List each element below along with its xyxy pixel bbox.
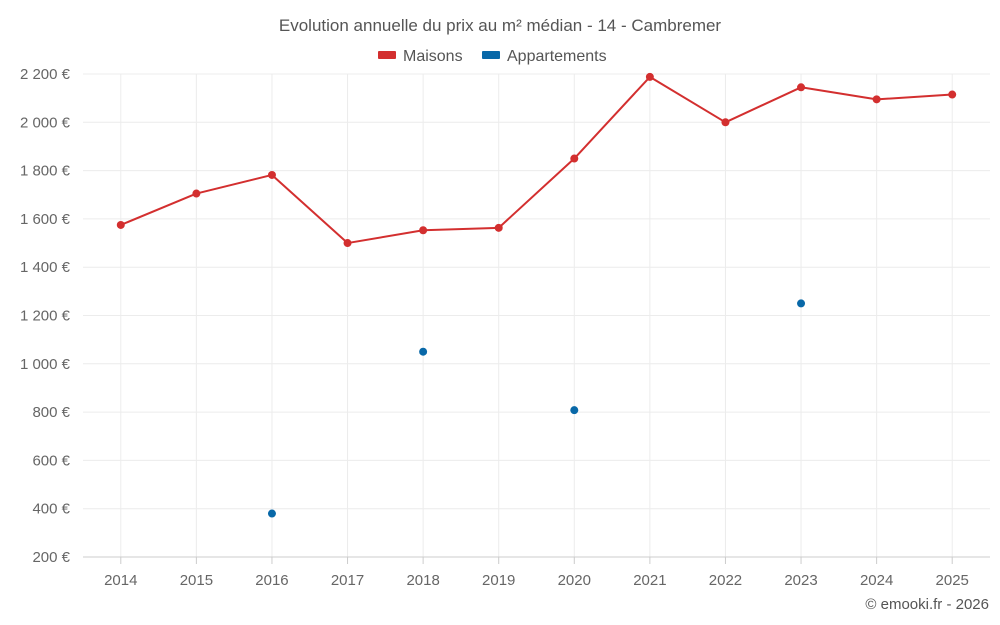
x-tick-label: 2025 <box>936 572 969 589</box>
legend-swatch-maisons <box>378 51 396 59</box>
y-axis: 200 € 400 € 600 € 800 € 1 000 € 1 200 € 1 400 … <box>20 66 71 566</box>
data-point-maisons[interactable] <box>494 223 503 232</box>
data-point-appartements[interactable] <box>419 347 428 356</box>
y-tick-label: 400 € <box>32 501 70 518</box>
legend-item-appartements[interactable]: Appartements <box>482 48 607 65</box>
data-point-maisons[interactable] <box>267 170 276 179</box>
data-point-maisons[interactable] <box>721 118 730 127</box>
x-tick-label: 2018 <box>406 572 439 589</box>
data-point-maisons[interactable] <box>343 239 352 248</box>
data-point-appartements[interactable] <box>570 406 579 415</box>
legend-item-maisons[interactable]: Maisons <box>378 48 463 65</box>
x-tick-label: 2014 <box>104 572 137 589</box>
chart-title: Evolution annuelle du prix au m² médian … <box>279 16 722 35</box>
series-layer <box>116 72 957 518</box>
data-point-maisons[interactable] <box>645 72 654 81</box>
data-point-maisons[interactable] <box>948 90 957 99</box>
data-point-maisons[interactable] <box>797 83 806 92</box>
y-tick-label: 600 € <box>32 452 70 469</box>
legend-label-appartements: Appartements <box>507 48 607 65</box>
x-tick-label: 2017 <box>331 572 364 589</box>
data-point-maisons[interactable] <box>116 220 125 229</box>
x-tick-label: 2016 <box>255 572 288 589</box>
y-tick-label: 2 000 € <box>20 114 71 131</box>
credit-text: © emooki.fr - 2026 <box>865 596 989 613</box>
y-tick-label: 2 200 € <box>20 66 71 83</box>
y-tick-label: 1 000 € <box>20 356 71 373</box>
gridlines <box>83 73 990 557</box>
data-point-appartements[interactable] <box>797 299 806 308</box>
x-tick-label: 2024 <box>860 572 893 589</box>
y-tick-label: 1 200 € <box>20 308 71 325</box>
data-point-maisons[interactable] <box>192 189 201 198</box>
x-axis: 2014 2015 2016 2017 2018 2019 2020 2021 2022 2023… <box>83 556 990 589</box>
series-line-maisons <box>120 75 953 245</box>
y-tick-label: 1 800 € <box>20 163 71 180</box>
y-tick-label: 200 € <box>32 549 70 566</box>
series-maisons <box>116 72 957 248</box>
legend: Maisons Appartements <box>378 48 607 65</box>
x-tick-label: 2021 <box>633 572 666 589</box>
legend-label-maisons: Maisons <box>403 48 463 65</box>
data-point-maisons[interactable] <box>570 154 579 163</box>
x-tick-label: 2022 <box>709 572 742 589</box>
data-point-maisons[interactable] <box>872 95 881 104</box>
data-point-appartements[interactable] <box>267 509 276 518</box>
series-appartements <box>267 299 806 518</box>
y-tick-label: 1 600 € <box>20 211 71 228</box>
legend-swatch-appartements <box>482 51 500 59</box>
x-tick-label: 2023 <box>784 572 817 589</box>
data-point-maisons[interactable] <box>419 226 428 235</box>
x-tick-label: 2019 <box>482 572 515 589</box>
x-tick-label: 2015 <box>180 572 213 589</box>
y-tick-label: 800 € <box>32 404 70 421</box>
y-tick-label: 1 400 € <box>20 259 71 276</box>
x-tick-label: 2020 <box>558 572 591 589</box>
